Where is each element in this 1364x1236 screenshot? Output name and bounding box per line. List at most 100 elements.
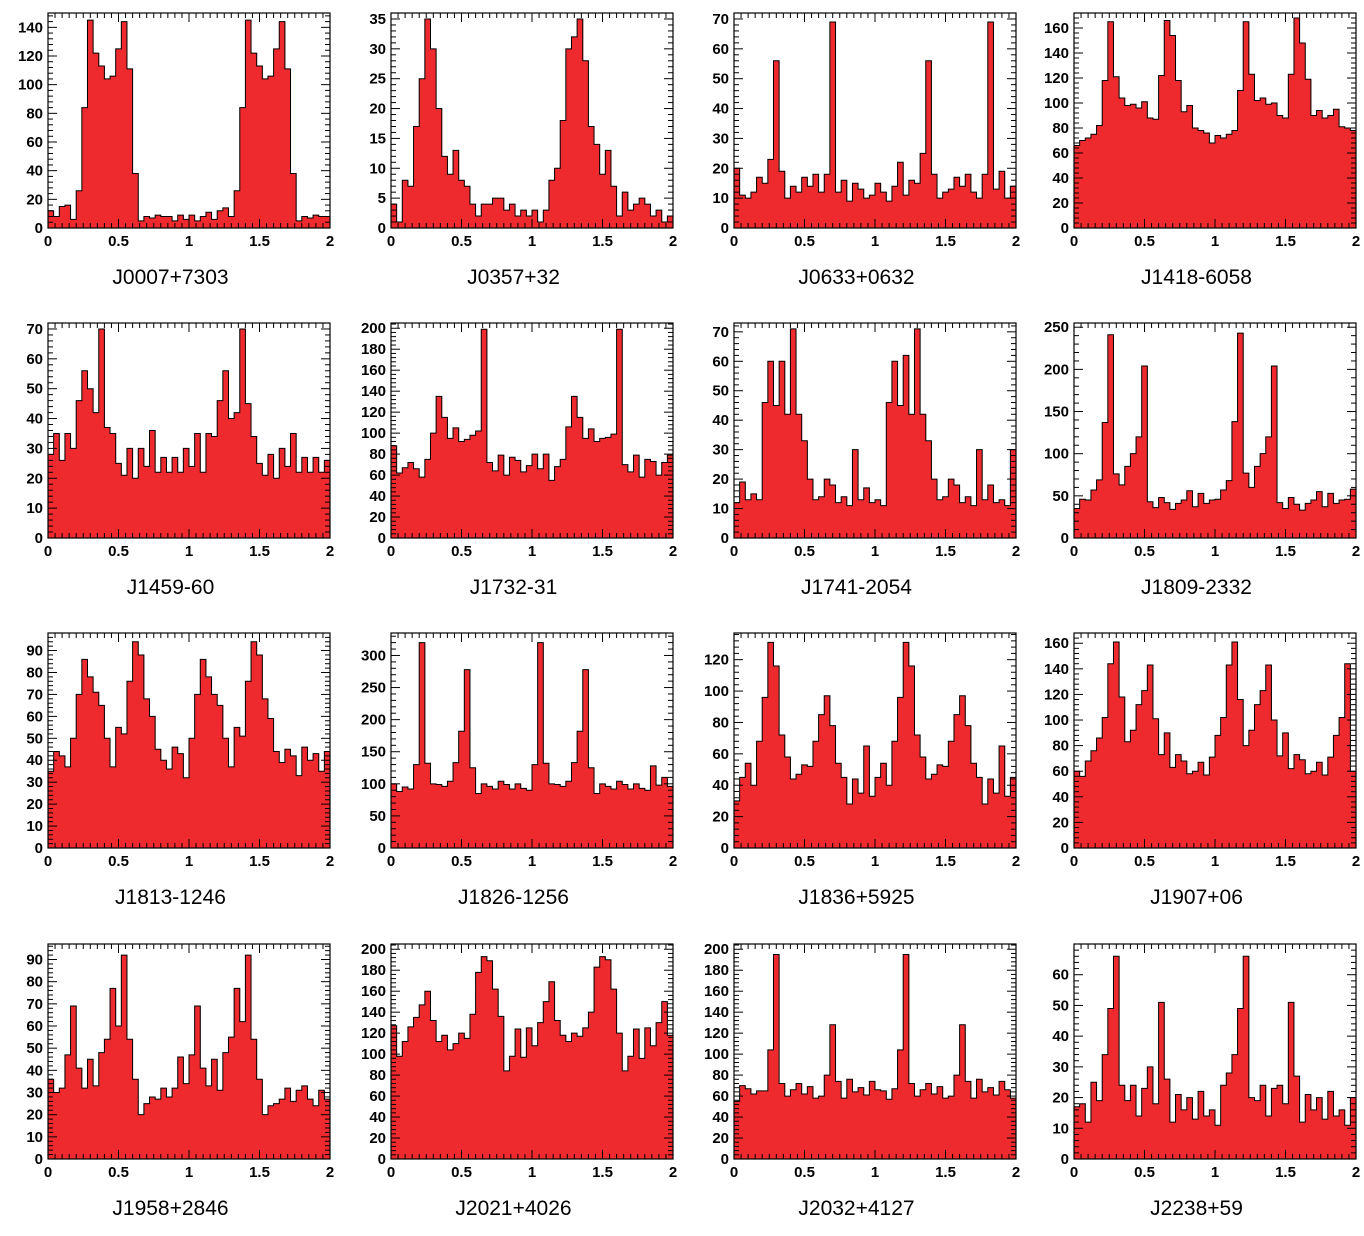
histogram-panel: 0 0.5 1 1.5 2 0 5 10 15 20 25 30 35 J0357+32 (343, 0, 684, 305)
histogram-bar (436, 108, 443, 228)
histogram-bar (98, 328, 105, 538)
histogram-bar (1164, 1079, 1171, 1159)
histogram-bar (970, 1098, 977, 1159)
histogram-bar (588, 1012, 595, 1159)
histogram-bar (256, 66, 263, 229)
histogram-bar (132, 478, 139, 538)
y-tick-label: 10 (26, 500, 43, 517)
histogram-bar (818, 1096, 825, 1159)
histogram-bar (211, 694, 218, 848)
y-tick-label: 80 (712, 1067, 729, 1084)
histogram-bar (639, 788, 646, 848)
histogram-bar (290, 755, 297, 848)
pulsar-name-label: J1418-6058 (1141, 266, 1252, 289)
histogram-bar (745, 499, 752, 538)
histogram-bar (599, 956, 606, 1159)
histogram-bar (53, 751, 60, 848)
histogram-bar (824, 479, 831, 538)
histogram-bar (903, 642, 910, 848)
y-tick-label: 140 (1044, 661, 1069, 678)
histogram-bar (852, 183, 859, 228)
histogram-bar (767, 361, 774, 538)
x-tick-label: 0 (1070, 233, 1078, 250)
histogram-bar (965, 174, 972, 228)
histogram-bar (869, 796, 876, 848)
histogram-bar (267, 718, 274, 848)
y-tick-label: 50 (712, 71, 729, 88)
x-tick-label: 1.5 (592, 233, 613, 250)
histogram-bar (812, 1098, 819, 1159)
histogram-panel: 0 0.5 1 1.5 2 0 20 40 60 80 100 120 140 160 J1418-6058 (1026, 0, 1364, 305)
histogram-bar (999, 1081, 1006, 1159)
histogram-bar (627, 1056, 634, 1159)
histogram-bar (1316, 110, 1323, 228)
histogram-bar (1090, 489, 1097, 538)
histogram-bar (982, 174, 989, 228)
x-tick-label: 0.5 (1134, 853, 1155, 870)
y-tick-label: 20 (712, 471, 729, 488)
histogram-bar (841, 777, 848, 848)
histogram-outline (47, 328, 331, 538)
histogram-outline (733, 953, 1017, 1159)
histogram-bar (93, 412, 100, 538)
histogram-bar (594, 144, 601, 228)
histogram-bar (132, 1079, 139, 1159)
y-tick-label: 10 (369, 160, 386, 177)
histogram-bar (1277, 1085, 1284, 1159)
y-tick-label: 0 (721, 840, 729, 857)
x-tick-label: 0 (44, 543, 52, 560)
histogram-bar (234, 190, 241, 228)
histogram-bar (790, 328, 797, 538)
histogram-outline (1073, 17, 1357, 228)
histogram-bar (402, 787, 409, 848)
y-tick-label: 70 (26, 321, 43, 338)
histogram-bar (931, 774, 938, 848)
histogram-bar (149, 430, 156, 538)
histogram-bar (447, 781, 454, 848)
histogram-bar (245, 403, 252, 538)
histogram-bar (779, 1083, 786, 1159)
histogram-bar (155, 749, 162, 848)
histogram-bar (481, 204, 488, 228)
histogram-bar (526, 790, 533, 848)
histogram-panel: 0 0.5 1 1.5 2 0 50 100 150 200 250 300 J1826-1256 (343, 620, 684, 925)
histogram-bar (1316, 491, 1323, 538)
y-tick-label: 0 (35, 220, 43, 237)
y-tick-label: 40 (712, 101, 729, 118)
histogram-bar (982, 1091, 989, 1159)
histogram-bar (1107, 21, 1114, 228)
y-tick-label: 60 (26, 351, 43, 368)
histogram-bar (548, 180, 555, 228)
histogram-bar (273, 48, 280, 229)
y-tick-label: 20 (1052, 1090, 1069, 1107)
histogram-bar (812, 741, 819, 848)
histogram-bar (1175, 1094, 1182, 1159)
histogram-bar (296, 220, 303, 228)
histogram-bar (267, 1105, 274, 1159)
histogram-bar (1209, 143, 1216, 228)
histogram-bar (594, 793, 601, 848)
histogram-bar (605, 959, 612, 1159)
histogram-bar (875, 183, 882, 228)
x-tick-label: 0 (730, 233, 738, 250)
x-tick-label: 2 (1352, 853, 1360, 870)
histogram-bar (993, 502, 1000, 538)
pulsar-name-label: J0007+7303 (112, 266, 229, 289)
histogram-bar (138, 1114, 145, 1159)
histogram-bar (880, 505, 887, 538)
histogram-bar (627, 788, 634, 848)
histogram-bar (993, 189, 1000, 228)
y-tick-label: 140 (704, 1004, 729, 1021)
histogram-bar (1102, 422, 1109, 538)
histogram-bar (588, 767, 595, 848)
histogram-outline (390, 18, 674, 228)
histogram-bar (1152, 119, 1159, 228)
y-tick-label: 100 (704, 1046, 729, 1063)
pulsar-name-label: J1836+5925 (798, 886, 915, 909)
histogram-bar (296, 472, 303, 538)
histogram-bar (1141, 690, 1148, 848)
x-tick-label: 0 (1070, 1164, 1078, 1181)
histogram-bar (239, 328, 246, 538)
